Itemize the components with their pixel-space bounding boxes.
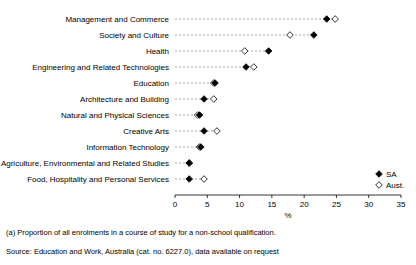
dot: [265, 48, 272, 55]
dot: [186, 176, 193, 183]
x-tick: [304, 195, 305, 198]
x-tick-label: 10: [235, 200, 244, 209]
dot: [311, 32, 318, 39]
x-tick: [175, 195, 176, 198]
x-tick-label: 0: [173, 200, 178, 209]
category-label: Food, Hospitality and Personal Services: [27, 175, 169, 184]
dot: [212, 80, 219, 87]
leader-line: [175, 51, 269, 52]
dot: [243, 64, 250, 71]
x-tick: [368, 195, 369, 198]
leader-line: [175, 19, 335, 20]
dot: [186, 160, 193, 167]
x-label: %: [284, 211, 291, 220]
category-label: Engineering and Related Technologies: [32, 63, 169, 72]
dot: [198, 144, 205, 151]
x-tick: [271, 195, 272, 198]
dot: [210, 96, 217, 103]
x-axis: [175, 195, 401, 196]
dot: [332, 16, 339, 23]
source: Source: Education and Work, Australia (c…: [6, 247, 280, 256]
legend-label: SA: [386, 170, 397, 179]
legend-marker: [376, 182, 383, 189]
category-label: Society and Culture: [99, 31, 169, 40]
marks: [175, 16, 338, 183]
dot: [201, 176, 208, 183]
category-label: Information Technology: [86, 143, 169, 152]
category-label: Health: [146, 47, 169, 56]
x-tick-label: 25: [332, 200, 341, 209]
dot: [214, 128, 221, 135]
x-tick-label: 35: [397, 200, 406, 209]
dot: [323, 16, 330, 23]
leader-line: [175, 83, 215, 84]
legend-label: Aust.: [386, 181, 404, 190]
category-label: Management and Commerce: [65, 15, 169, 24]
x-tick-label: 15: [267, 200, 276, 209]
x-tick-label: 20: [300, 200, 309, 209]
chart: 0 5 10 15 20 25 30 35% Management and Commerce So…: [0, 0, 416, 265]
dot: [241, 48, 248, 55]
leader-line: [175, 99, 214, 100]
legend-marker: [376, 171, 383, 178]
category-label: Creative Arts: [123, 127, 169, 136]
dot: [196, 112, 203, 119]
category-label: Agriculture, Environmental and Related S…: [1, 159, 169, 168]
category-label: Natural and Physical Sciences: [61, 111, 169, 120]
dot: [250, 64, 257, 71]
footnote: (a) Proportion of all enrolments in a co…: [6, 228, 276, 237]
x-tick: [207, 195, 208, 198]
leader-line: [175, 67, 254, 68]
x-tick: [401, 195, 402, 198]
x-tick-label: 30: [364, 200, 373, 209]
category-label: Education: [133, 79, 169, 88]
dot: [201, 128, 208, 135]
dot: [186, 160, 193, 167]
x-tick: [336, 195, 337, 198]
leader-line: [175, 131, 217, 132]
x-tick-label: 5: [205, 200, 210, 209]
x-tick: [239, 195, 240, 198]
category-label: Architecture and Building: [80, 95, 169, 104]
dot: [287, 32, 294, 39]
dot: [201, 96, 208, 103]
